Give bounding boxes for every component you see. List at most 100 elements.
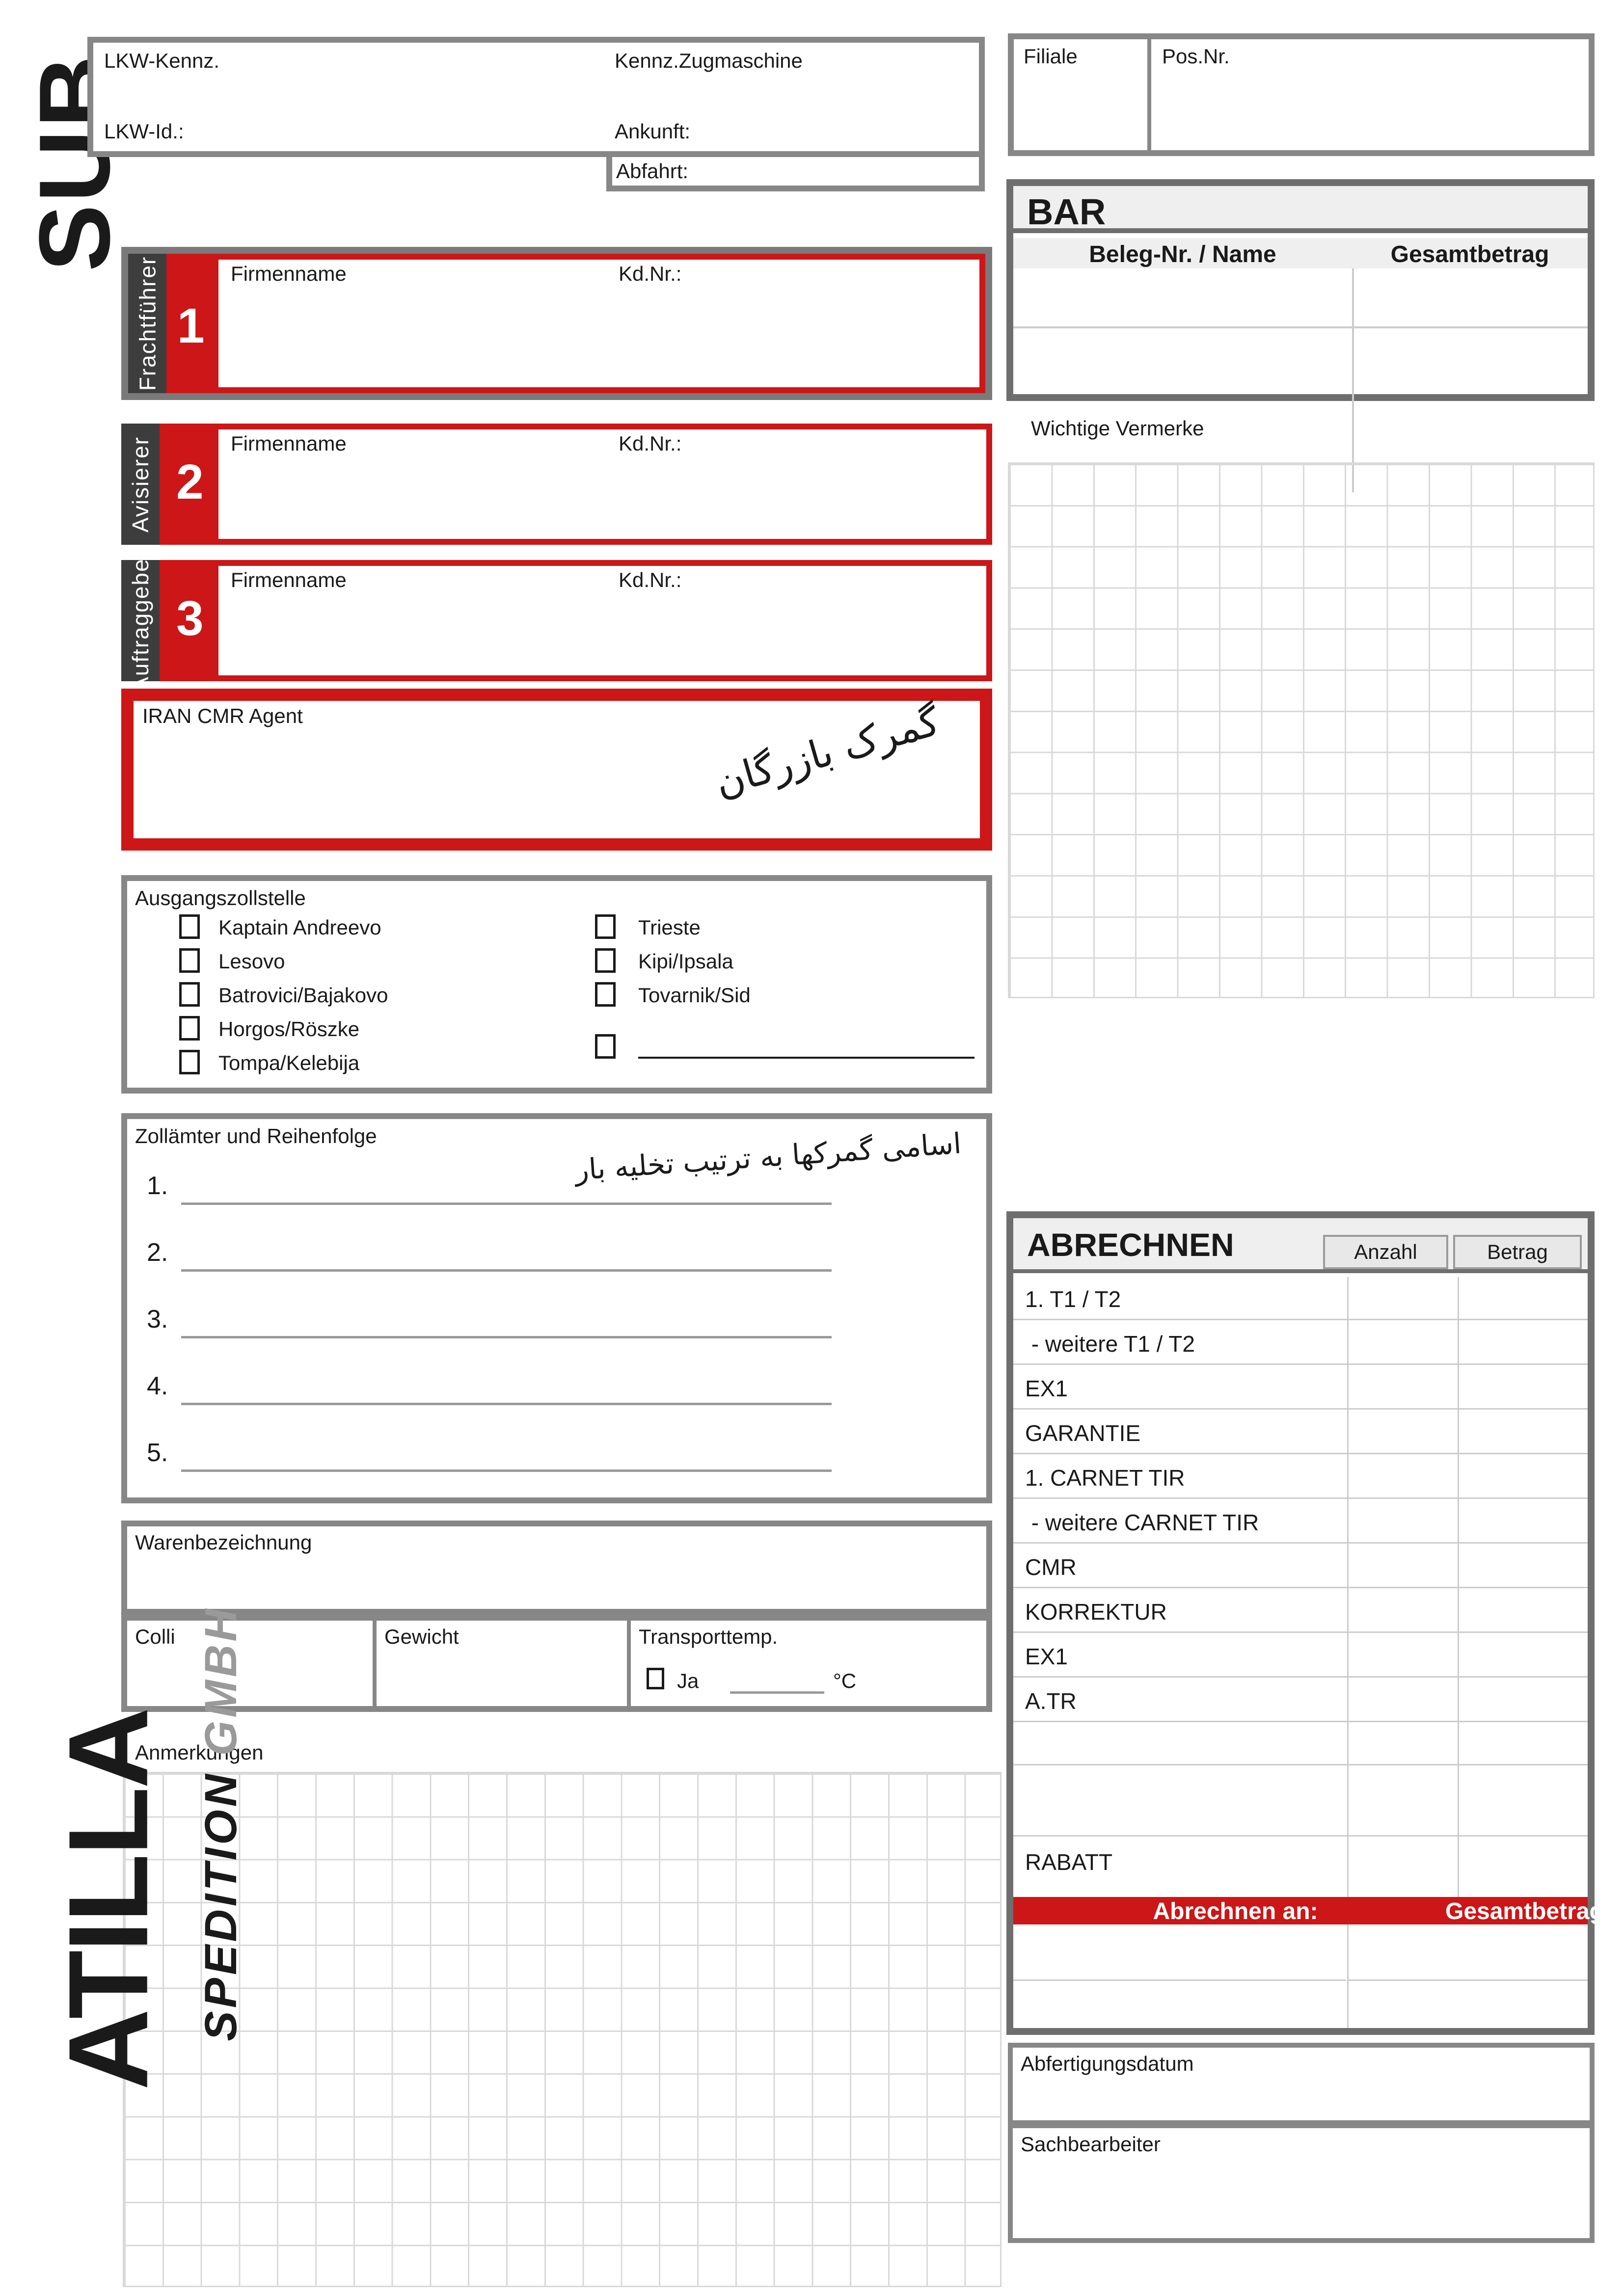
lkw-kennz-label: LKW-Kennz. xyxy=(104,49,219,72)
party-number-2: 2 xyxy=(176,454,204,509)
bar-row2-name-cell[interactable] xyxy=(1013,328,1352,394)
party-2-content[interactable]: Firmenname Kd.Nr.: xyxy=(218,429,986,539)
checkbox-kaptain-andreevo[interactable] xyxy=(179,914,200,939)
ankunft-field[interactable] xyxy=(712,116,977,146)
zoll-line-2[interactable] xyxy=(181,1269,832,1272)
option-horgos-roeszke: Horgos/Röszke xyxy=(218,1017,360,1041)
abrechnen-row-korrektur[interactable]: KORREKTUR xyxy=(1013,1590,1588,1633)
abrechnen-row-cmr-label: CMR xyxy=(1025,1554,1077,1580)
abrechnen-row-cmr[interactable]: CMR xyxy=(1013,1545,1588,1588)
checkbox-lesovo[interactable] xyxy=(179,948,200,973)
party-3-kdnr-label: Kd.Nr.: xyxy=(619,568,682,591)
celsius-label: °C xyxy=(833,1669,857,1692)
option-kipi-ipsala: Kipi/Ipsala xyxy=(638,950,733,973)
gewicht-field[interactable] xyxy=(381,1650,622,1703)
checkbox-trieste[interactable] xyxy=(595,914,616,939)
abrechnen-row-weitere-carnet-label: - weitere CARNET TIR xyxy=(1025,1510,1259,1535)
colli-gewicht-temp-row: Colli Gewicht Transporttemp. Ja °C xyxy=(121,1615,992,1712)
abrechnen-row-ex1b[interactable]: EX1 xyxy=(1013,1634,1588,1678)
bar-row1-name-cell[interactable] xyxy=(1013,268,1352,326)
abrechnen-row-t1t2[interactable]: 1. T1 / T2 xyxy=(1013,1277,1588,1320)
gesamtbetrag-field[interactable] xyxy=(1349,1924,1588,1981)
bar-box: BAR Beleg-Nr. / Name Gesamtbetrag xyxy=(1006,179,1595,492)
checkbox-tompa-kelebija[interactable] xyxy=(179,1050,200,1074)
party-3-content[interactable]: Firmenname Kd.Nr.: xyxy=(218,566,986,675)
abfahrt-field[interactable] xyxy=(720,158,975,180)
atilla-logo: ATILLA xyxy=(27,1659,189,2140)
party-number-1: 1 xyxy=(177,298,205,353)
transporttemp-ja-label: Ja xyxy=(677,1669,699,1692)
checkbox-other-zollstelle[interactable] xyxy=(595,1034,616,1059)
bar-row2-amount-cell[interactable] xyxy=(1354,328,1588,394)
zollaemter-box: Zollämter und Reihenfolge اسامی گمرکها ب… xyxy=(121,1113,992,1503)
checkbox-batrovici-bajakovo[interactable] xyxy=(179,982,200,1007)
ausgangszollstelle-box: Ausgangszollstelle Kaptain Andreevo Leso… xyxy=(121,875,992,1094)
abrechnen-bottom-row[interactable] xyxy=(1013,1982,1588,2028)
abrechnen-gesamtbetrag-label: Gesamtbetrag xyxy=(1445,1898,1604,1924)
abrechnen-row-weitere-t1t2[interactable]: - weitere T1 / T2 xyxy=(1013,1322,1588,1365)
checkbox-horgos-roeszke[interactable] xyxy=(179,1016,200,1041)
abrechnen-empty-row-2[interactable] xyxy=(1013,1767,1588,1837)
party-1-kdnr-label: Kd.Nr.: xyxy=(619,262,682,285)
anzahl-header-cell: Anzahl xyxy=(1323,1235,1448,1269)
party-1-content[interactable]: Firmenname Kd.Nr.: xyxy=(218,260,979,387)
party-tab-auftraggeber-label: Auftraggeber xyxy=(128,549,153,692)
iran-cmr-agent-content[interactable]: IRAN CMR Agent گمرک بازرگان xyxy=(134,698,980,838)
spedition-text: SPEDITION xyxy=(195,1755,246,2041)
iran-cmr-agent-label: IRAN CMR Agent xyxy=(142,704,303,727)
bar-col-gesamt: Gesamtbetrag xyxy=(1390,241,1549,267)
anmerkungen-grid[interactable] xyxy=(123,1772,1001,2287)
abfahrt-box: Abfahrt: xyxy=(606,157,985,191)
transporttemp-ja-checkbox[interactable] xyxy=(647,1668,664,1689)
bar-row-divider xyxy=(1013,326,1588,328)
warenbezeichnung-box[interactable]: Warenbezeichnung xyxy=(121,1521,992,1615)
abrechnen-row-atr[interactable]: A.TR xyxy=(1013,1679,1588,1722)
abrechnen-an-field[interactable] xyxy=(1013,1924,1346,1981)
option-trieste: Trieste xyxy=(638,916,701,939)
filiale-divider xyxy=(1147,39,1151,150)
colli-label: Colli xyxy=(135,1625,175,1648)
abrechnen-empty-row-1[interactable] xyxy=(1013,1724,1588,1765)
kennz-zugmaschine-field[interactable] xyxy=(810,47,977,91)
zoll-line-3[interactable] xyxy=(181,1336,832,1338)
party-tab-avisierer-label: Avisierer xyxy=(128,436,153,533)
lkw-id-label: LKW-Id.: xyxy=(104,120,184,143)
transporttemp-value-line[interactable] xyxy=(730,1691,824,1694)
zoll-line-5[interactable] xyxy=(181,1469,832,1472)
zoll-line-number-2: 2. xyxy=(147,1238,168,1267)
option-batrovici-bajakovo: Batrovici/Bajakovo xyxy=(218,984,388,1007)
zoll-line-1[interactable] xyxy=(181,1202,832,1205)
abrechnen-an-label: Abrechnen an: xyxy=(1153,1898,1318,1924)
lkw-kennz-field[interactable] xyxy=(241,47,584,91)
abrechnen-row-carnet[interactable]: 1. CARNET TIR xyxy=(1013,1456,1588,1499)
checkbox-tovarnik-sid[interactable] xyxy=(595,982,616,1007)
vermerke-label: Wichtige Vermerke xyxy=(1031,417,1204,440)
checkbox-kipi-ipsala[interactable] xyxy=(595,948,616,973)
option-lesovo: Lesovo xyxy=(218,950,285,973)
zollaemter-label: Zollämter und Reihenfolge xyxy=(135,1124,377,1148)
abrechnen-row-rabatt[interactable]: RABATT xyxy=(1013,1838,1588,1897)
pos-nr-field[interactable] xyxy=(1162,74,1584,147)
bar-col-beleg: Beleg-Nr. / Name xyxy=(1089,241,1276,267)
gewicht-label: Gewicht xyxy=(384,1625,459,1648)
zoll-line-4[interactable] xyxy=(181,1403,832,1405)
anmerkungen-label: Anmerkungen xyxy=(135,1741,264,1764)
vermerke-grid[interactable] xyxy=(1008,462,1595,998)
sachbearbeiter-box[interactable]: Sachbearbeiter xyxy=(1008,2123,1595,2243)
party-number-3: 3 xyxy=(176,591,204,646)
pos-nr-label: Pos.Nr. xyxy=(1162,45,1230,68)
other-zollstelle-line[interactable] xyxy=(638,1057,974,1059)
abfertigungsdatum-box[interactable]: Abfertigungsdatum xyxy=(1008,2043,1595,2125)
abrechnen-header: ABRECHNEN Anzahl Betrag xyxy=(1013,1218,1588,1273)
party-2-firmenname-label: Firmenname xyxy=(231,432,347,455)
abrechnen-row-weitere-carnet[interactable]: - weitere CARNET TIR xyxy=(1013,1500,1588,1544)
zollaemter-handwriting: اسامی گمرکها به ترتیب تخلیه بار xyxy=(574,1126,963,1187)
abrechnen-row-garantie[interactable]: GARANTIE xyxy=(1013,1411,1588,1454)
lkw-id-field[interactable] xyxy=(241,116,584,146)
abrechnen-row-ex1[interactable]: EX1 xyxy=(1013,1366,1588,1410)
abrechnen-bottom-divider xyxy=(1347,1924,1349,2028)
bar-row1-amount-cell[interactable] xyxy=(1354,268,1588,326)
ankunft-label: Ankunft: xyxy=(615,120,691,143)
filiale-field[interactable] xyxy=(1017,74,1144,147)
abrechnen-row-weitere-t1t2-label: - weitere T1 / T2 xyxy=(1025,1331,1195,1357)
